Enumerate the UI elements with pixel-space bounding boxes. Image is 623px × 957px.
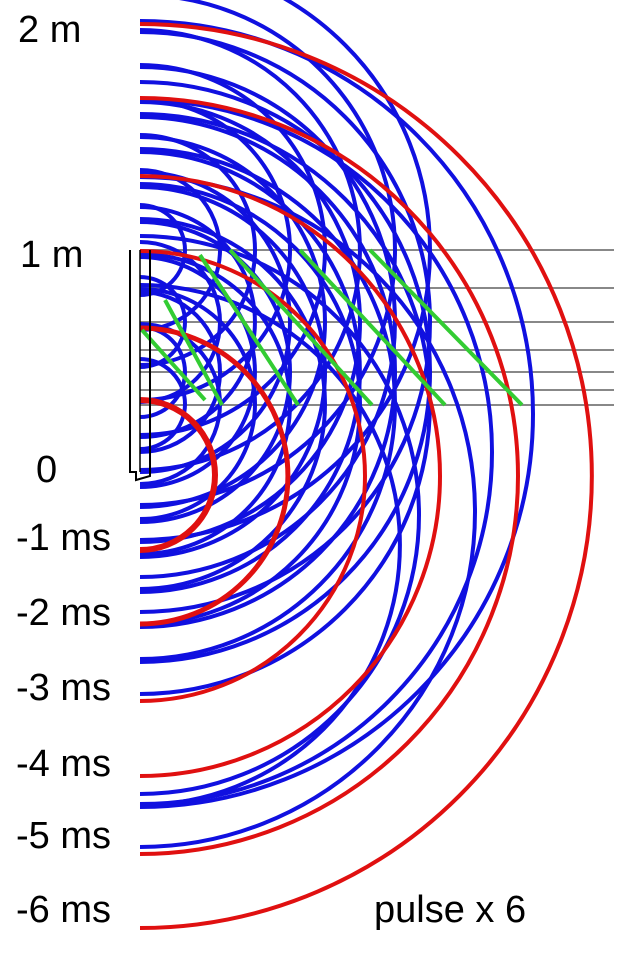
green-wavefront-line: [198, 253, 300, 407]
red-wavefront: [139, 174, 442, 778]
blue-wavefront: [139, 185, 327, 559]
red-wavefront: [139, 249, 367, 703]
label-minus-1ms: -1 ms: [16, 517, 111, 559]
blue-wavefront: [139, 287, 257, 521]
blue-wavefront: [139, 255, 257, 489]
caption-pulse: pulse x 6: [374, 889, 526, 931]
source-bracket: [129, 250, 151, 482]
blue-wavefront: [139, 283, 402, 807]
blue-wavefront: [139, 170, 292, 474]
blue-wavefront: [139, 100, 362, 544]
blue-wavefront: [139, 135, 327, 509]
label-minus-3ms: -3 ms: [16, 667, 111, 709]
blue-wavefront: [139, 0, 397, 507]
blue-wavefront: [139, 357, 187, 451]
green-wavefront-line: [228, 248, 374, 407]
blue-wavefronts: [139, 0, 535, 849]
label-1m: 1 m: [20, 234, 83, 276]
red-wavefront: [139, 397, 218, 553]
green-wavefront-line: [298, 248, 447, 407]
blue-wavefront: [139, 217, 327, 591]
label-minus-4ms: -4 ms: [16, 743, 111, 785]
green-wavefront-line: [163, 299, 224, 406]
red-wavefront: [139, 22, 594, 930]
blue-wavefront: [139, 19, 535, 809]
blue-wavefront: [139, 175, 477, 849]
label-minus-2ms: -2 ms: [16, 592, 111, 634]
green-wavefront-line: [140, 328, 207, 402]
blue-wavefront: [139, 234, 421, 796]
blue-wavefront: [139, 98, 494, 806]
red-wavefront: [139, 96, 520, 856]
red-wavefront: [139, 325, 291, 627]
red-wavefronts: [139, 22, 594, 930]
label-zero: 0: [36, 449, 57, 491]
label-minus-6ms: -6 ms: [16, 889, 111, 931]
label-2m: 2 m: [18, 9, 81, 51]
label-minus-5ms: -5 ms: [16, 815, 111, 857]
blue-wavefront: [139, 28, 362, 472]
green-wavefront-lines: [140, 248, 524, 407]
blue-wavefront: [139, 290, 222, 454]
green-wavefront-line: [368, 248, 524, 407]
blue-wavefront: [139, 150, 362, 594]
